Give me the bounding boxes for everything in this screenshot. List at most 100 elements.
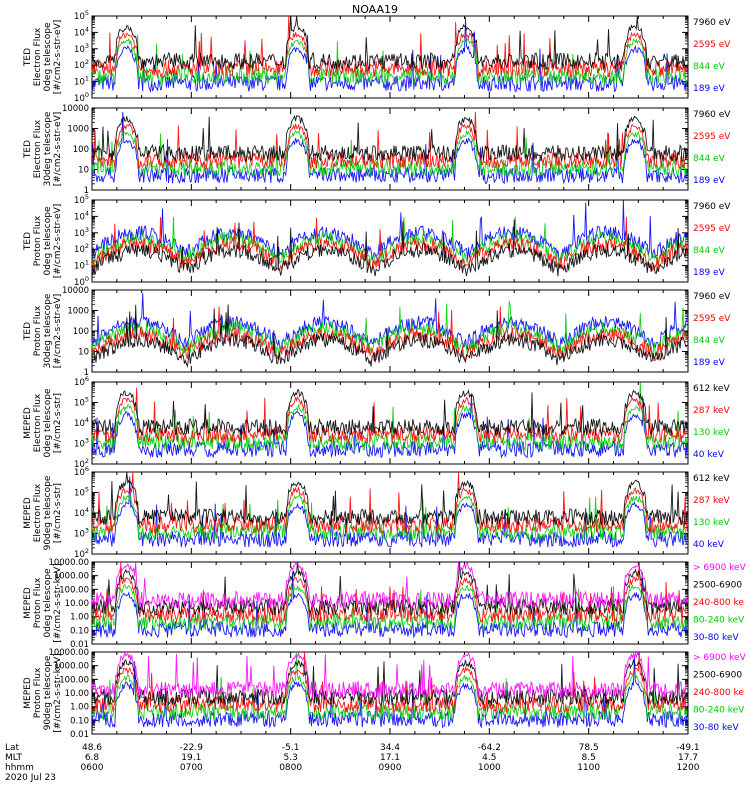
y-tick-label: 103 — [74, 226, 89, 239]
y-tick-label: 10000.00 — [48, 558, 89, 568]
legend-entry: 30-80 keV — [693, 633, 739, 643]
legend-entry: 40 keV — [693, 450, 725, 460]
panel-5: MEPED Electron Flux 0deg telescope [#/cm2-s… — [23, 375, 730, 470]
legend-entry: 844 eV — [693, 154, 726, 164]
legend-entry: 189 eV — [693, 176, 726, 186]
panel-ylabel-line: MEPED — [23, 677, 33, 709]
series-line — [91, 306, 688, 362]
series-line — [91, 115, 688, 162]
series-line — [91, 493, 688, 542]
y-tick-label: 1000.00 — [54, 572, 89, 582]
legend-entry: 30-80 keV — [693, 723, 739, 733]
legend-entry: 2500-6900 — [693, 581, 742, 591]
series-line — [91, 562, 688, 617]
series-line — [91, 387, 688, 444]
panel-ylabel-line: Electron Flux — [33, 119, 43, 178]
panel-stack: TED Electron Flux 0deg telescope [#/cm2-s-s… — [23, 9, 747, 740]
series-line — [91, 111, 688, 170]
panel-ylabel-line: [#/cm2-s-str-eV] — [53, 204, 63, 279]
panel-8: MEPED Proton Flux 90deg telescope [#/cm2-s-… — [23, 648, 747, 740]
panel-ylabel-line: Electron Flux — [33, 393, 43, 452]
y-tick-label: 10 — [78, 348, 89, 358]
series-line — [91, 476, 688, 549]
panel-1: TED Electron Flux 0deg telescope [#/cm2-s-s… — [23, 9, 731, 104]
y-tick-label: 10 — [78, 166, 89, 176]
y-tick-label: 10.00 — [65, 689, 89, 699]
panel-ylabel-line: Proton Flux — [33, 667, 43, 718]
panel-ylabel-line: TED — [23, 140, 33, 159]
y-tick-label: 104 — [74, 25, 89, 38]
y-tick-label: 105 — [74, 396, 89, 409]
legend-entry: 612 keV — [693, 384, 730, 394]
panel-4: TED Proton Flux 30deg telescope [#/cm2-s-st… — [23, 286, 731, 378]
legend-entry: 2595 eV — [693, 40, 731, 50]
panel-ylabel-line: [#/cm2-s-str-eV] — [53, 20, 63, 95]
series-line — [91, 300, 688, 357]
panel-ylabel-line: 90deg telescope — [43, 475, 53, 550]
x-tick-label: 34.4 — [380, 743, 400, 753]
series-line — [91, 650, 688, 700]
x-tick-label: 17.1 — [380, 753, 400, 763]
x-tick-label: 19.1 — [181, 753, 201, 763]
y-tick-label: 1000.00 — [54, 662, 89, 672]
x-tick-label: 0900 — [379, 763, 402, 773]
panel-ylabel-line: [#/cm2-s-str-keV] — [53, 563, 63, 642]
panel-ylabel-line: [#/cm2-s-str-eV] — [53, 112, 63, 187]
legend-entry: 80-240 keV — [693, 616, 745, 626]
y-tick-label: 10000 — [62, 286, 89, 296]
legend-entry: 240-800 ke — [693, 688, 744, 698]
series-line — [91, 393, 688, 459]
panel-ylabel-line: [#/cm2-s-str] — [53, 393, 63, 453]
x-axis-row-label: hhmm — [5, 763, 34, 773]
legend-entry: 2500-6900 — [693, 671, 742, 681]
y-tick-label: 105 — [74, 486, 89, 499]
y-tick-label: 1000 — [67, 125, 89, 135]
series-line — [91, 562, 688, 624]
panel-ylabel-line: Proton Flux — [33, 577, 43, 628]
series-line — [91, 388, 688, 437]
x-tick-label: 17.7 — [678, 753, 698, 763]
panel-ylabel-line: [#/cm2-s-str-keV] — [53, 653, 63, 732]
legend-entry: > 6900 keV — [693, 563, 747, 573]
y-tick-label: 104 — [74, 506, 89, 519]
y-tick-label: 100 — [73, 327, 89, 337]
x-tick-label: -49.1 — [676, 743, 699, 753]
y-tick-label: 1.00 — [70, 613, 89, 623]
legend-entry: 7960 eV — [693, 202, 731, 212]
series-line — [91, 656, 688, 729]
x-tick-label: 78.5 — [579, 743, 599, 753]
x-axis-row-label: MLT — [5, 753, 23, 763]
y-tick-label: 0.01 — [70, 640, 89, 650]
series-line — [91, 216, 688, 272]
legend-entry: 189 eV — [693, 84, 726, 94]
series-line — [91, 561, 688, 610]
legend-entry: 287 keV — [693, 496, 730, 506]
y-tick-label: 1 — [84, 368, 89, 378]
y-tick-label: 103 — [74, 42, 89, 55]
series-line — [91, 17, 688, 93]
y-tick-label: 10000.00 — [48, 648, 89, 658]
legend-entry: 2595 eV — [693, 132, 731, 142]
y-tick-label: 104 — [74, 416, 89, 429]
series-line — [91, 652, 688, 714]
panel-2: TED Electron Flux 30deg telescope [#/cm2-s-… — [23, 104, 731, 196]
panel-frame — [91, 107, 689, 191]
x-tick-label: -5.1 — [282, 743, 300, 753]
panel-ylabel-line: Electron Flux — [33, 483, 43, 542]
x-axis-row-label: Lat — [5, 743, 20, 753]
legend-entry: > 6900 keV — [693, 653, 747, 663]
x-tick-label: 4.5 — [482, 753, 496, 763]
series-line — [91, 200, 688, 261]
legend-entry: 80-240 keV — [693, 706, 745, 716]
legend-entry: 844 eV — [693, 246, 726, 256]
legend-entry: 287 keV — [693, 406, 730, 416]
series-line — [91, 472, 688, 527]
y-tick-label: 0.10 — [70, 716, 89, 726]
x-tick-label: 5.3 — [284, 753, 298, 763]
y-tick-label: 101 — [74, 259, 89, 272]
panel-7: MEPED Proton Flux 0deg telescope [#/cm2-s-s… — [23, 558, 747, 650]
series-line — [91, 652, 688, 722]
panel-ylabel-line: TED — [23, 322, 33, 341]
panel-ylabel-line: 30deg telescope — [43, 111, 53, 186]
